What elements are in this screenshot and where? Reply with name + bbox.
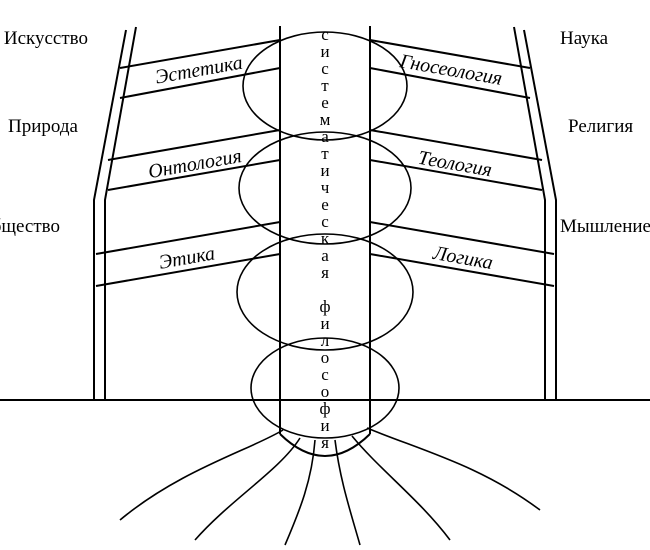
root-0 (120, 430, 283, 520)
right-outer-label-1: Религия (568, 116, 633, 137)
root-4 (352, 436, 450, 540)
side-stem (105, 27, 136, 400)
right-outer-label-2: Мышление (560, 216, 650, 237)
right-branch-label-1: Теология (416, 147, 493, 182)
left-branch-label-2: Этика (157, 242, 216, 273)
root-5 (367, 428, 540, 510)
root-3 (335, 440, 360, 545)
right-outer-label-0: Наука (560, 28, 609, 49)
side-stem (94, 30, 126, 400)
root-2 (285, 440, 315, 545)
trunk-vertical-text: систематическаяфилософия (319, 25, 330, 452)
left-outer-label-0: Искусство (4, 28, 88, 49)
side-stem (524, 30, 556, 400)
side-stem (514, 27, 545, 400)
left-outer-label-2: Общество (0, 216, 60, 237)
root-1 (195, 438, 300, 540)
left-outer-label-1: Природа (8, 116, 79, 137)
